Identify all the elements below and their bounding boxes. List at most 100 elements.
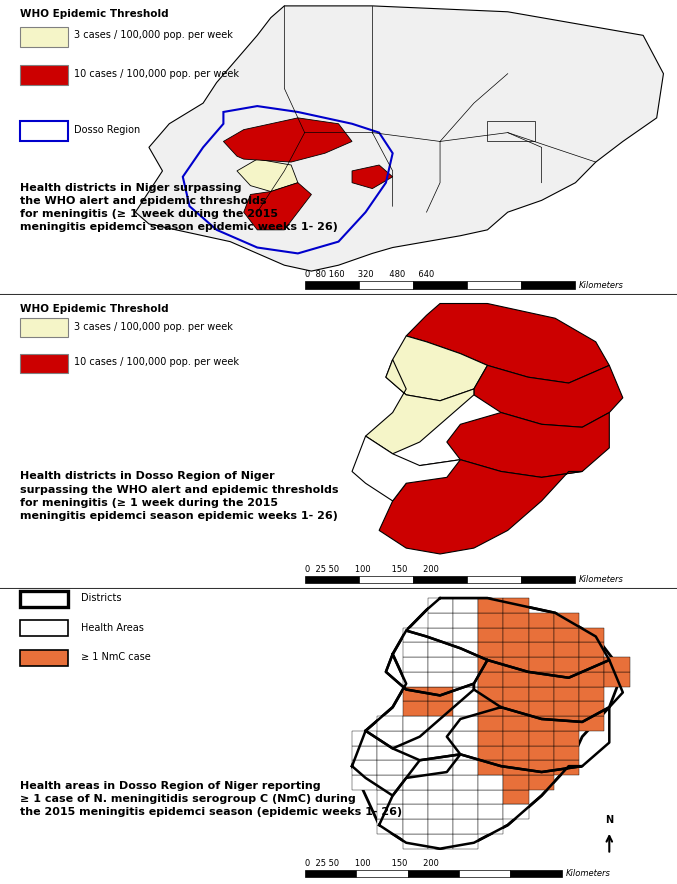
- Bar: [478, 613, 504, 628]
- Bar: [453, 628, 478, 643]
- Bar: [504, 672, 529, 687]
- Bar: [453, 613, 478, 628]
- Bar: [428, 804, 453, 819]
- Bar: [529, 613, 554, 628]
- Bar: [403, 804, 428, 819]
- Bar: [554, 672, 579, 687]
- Bar: [428, 672, 453, 687]
- Bar: [20, 354, 68, 373]
- Bar: [20, 591, 68, 607]
- Bar: [504, 789, 529, 804]
- Bar: [478, 643, 504, 657]
- Bar: [554, 613, 579, 628]
- Bar: [428, 657, 453, 672]
- Bar: [403, 775, 428, 789]
- Bar: [352, 760, 377, 775]
- Bar: [413, 576, 467, 583]
- Bar: [554, 701, 579, 716]
- Bar: [453, 672, 478, 687]
- Bar: [554, 657, 579, 672]
- Bar: [529, 731, 554, 745]
- Bar: [579, 657, 605, 672]
- Bar: [529, 716, 554, 731]
- Bar: [403, 819, 428, 834]
- Bar: [403, 760, 428, 775]
- Text: Health districts in Niger surpassing
the WHO alert and epidemic thresholds
for m: Health districts in Niger surpassing the…: [20, 183, 338, 232]
- Bar: [453, 731, 478, 745]
- Bar: [529, 701, 554, 716]
- Bar: [467, 281, 521, 289]
- Bar: [359, 576, 413, 583]
- Polygon shape: [244, 183, 311, 230]
- Bar: [529, 657, 554, 672]
- Bar: [579, 643, 605, 657]
- Bar: [478, 760, 504, 775]
- Bar: [20, 621, 68, 636]
- Text: ≥ 1 NmC case: ≥ 1 NmC case: [81, 652, 151, 662]
- Polygon shape: [223, 118, 352, 162]
- Bar: [428, 701, 453, 716]
- Bar: [478, 672, 504, 687]
- Polygon shape: [366, 360, 474, 453]
- Polygon shape: [379, 460, 582, 554]
- Bar: [453, 760, 478, 775]
- Bar: [529, 672, 554, 687]
- Bar: [453, 657, 478, 672]
- Bar: [403, 731, 428, 745]
- Bar: [554, 716, 579, 731]
- Bar: [453, 598, 478, 613]
- Text: Health districts in Dosso Region of Niger
surpassing the WHO alert and epidemic : Health districts in Dosso Region of Nige…: [20, 471, 338, 521]
- Bar: [403, 716, 428, 731]
- Bar: [352, 731, 377, 745]
- Bar: [428, 687, 453, 701]
- Bar: [359, 281, 413, 289]
- Bar: [529, 628, 554, 643]
- Text: Districts: Districts: [81, 593, 122, 603]
- Bar: [478, 804, 504, 819]
- Bar: [377, 775, 403, 789]
- Bar: [478, 789, 504, 804]
- Bar: [453, 775, 478, 789]
- Polygon shape: [474, 365, 623, 427]
- Polygon shape: [406, 303, 609, 383]
- Bar: [579, 672, 605, 687]
- Bar: [453, 687, 478, 701]
- Bar: [403, 834, 428, 849]
- Bar: [428, 643, 453, 657]
- Bar: [605, 657, 630, 672]
- Bar: [403, 628, 428, 643]
- Text: Health Areas: Health Areas: [81, 622, 144, 633]
- Bar: [453, 643, 478, 657]
- Bar: [428, 834, 453, 849]
- Polygon shape: [237, 159, 298, 192]
- Bar: [554, 745, 579, 760]
- Bar: [305, 576, 359, 583]
- Bar: [428, 789, 453, 804]
- Bar: [305, 870, 356, 877]
- Bar: [20, 121, 68, 141]
- Bar: [428, 628, 453, 643]
- Bar: [504, 643, 529, 657]
- Bar: [428, 745, 453, 760]
- Bar: [478, 598, 504, 613]
- Text: 3 cases / 100,000 pop. per week: 3 cases / 100,000 pop. per week: [74, 30, 234, 41]
- Bar: [529, 760, 554, 775]
- Bar: [356, 870, 408, 877]
- Bar: [504, 760, 529, 775]
- Bar: [478, 716, 504, 731]
- Bar: [554, 628, 579, 643]
- Text: 10 cases / 100,000 pop. per week: 10 cases / 100,000 pop. per week: [74, 69, 240, 79]
- Text: Health areas in Dosso Region of Niger reporting
≥ 1 case of N. meningitidis sero: Health areas in Dosso Region of Niger re…: [20, 781, 402, 818]
- Polygon shape: [352, 165, 393, 188]
- Polygon shape: [447, 413, 609, 477]
- Bar: [403, 657, 428, 672]
- Bar: [579, 716, 605, 731]
- Text: 10 cases / 100,000 pop. per week: 10 cases / 100,000 pop. per week: [74, 357, 240, 368]
- Bar: [504, 613, 529, 628]
- Bar: [521, 576, 575, 583]
- Bar: [504, 716, 529, 731]
- Bar: [529, 745, 554, 760]
- Bar: [403, 701, 428, 716]
- Bar: [403, 672, 428, 687]
- Polygon shape: [352, 598, 623, 849]
